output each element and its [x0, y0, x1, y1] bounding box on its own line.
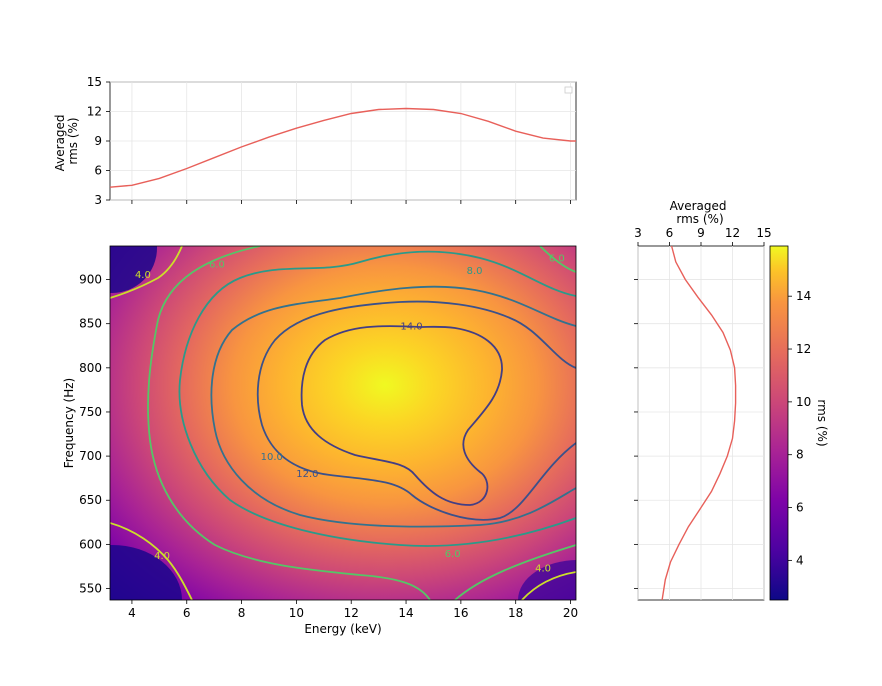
colorbar-label: rms (%) [815, 399, 829, 446]
main-x-tick-label: 20 [563, 606, 578, 620]
main-x-tick-label: 18 [508, 606, 523, 620]
main-x-tick-label: 8 [238, 606, 246, 620]
contour-label: 4.0 [135, 270, 151, 281]
contour-6-left [147, 246, 431, 600]
main-ylabel: Frequency (Hz) [62, 378, 76, 469]
right-x-tick-label: 12 [725, 226, 740, 240]
contour-4-bottom-left [110, 522, 193, 600]
colorbar-tick-label: 12 [796, 342, 811, 356]
main-x-tick-label: 14 [398, 606, 413, 620]
top-y-tick-label: 6 [94, 164, 102, 178]
heatmap: 4.0 6.0 8.0 6.0 14.0 10.0 12.0 4.0 6.0 4.0 [110, 246, 576, 600]
contour-label: 4.0 [535, 563, 551, 574]
contour-label: 6.0 [445, 549, 461, 560]
main-y-tick-label: 600 [79, 537, 102, 551]
main-axes-frame [109, 245, 577, 601]
colorbar-ticks: 4 6 8 10 12 14 [788, 289, 811, 567]
contour-label: 12.0 [296, 469, 318, 480]
main-y-tick-label: 900 [79, 273, 102, 287]
main-y-tick-label: 700 [79, 449, 102, 463]
contour-8 [178, 250, 576, 547]
top-ylabel: Averaged rms (%) [53, 111, 80, 172]
contour-4-bottom-right [521, 571, 576, 600]
main-x-tick-label: 16 [453, 606, 468, 620]
colorbar-tick-label: 14 [796, 289, 811, 303]
contour-10 [210, 285, 576, 528]
main-y-tick-label: 800 [79, 361, 102, 375]
main-x-ticks: 4 6 8 10 12 14 16 18 20 [128, 600, 578, 620]
colorbar-tick-label: 6 [796, 501, 804, 515]
right-x-tick-label: 9 [697, 226, 705, 240]
contour-label: 8.0 [467, 266, 483, 277]
heatmap-corner-tl [110, 246, 157, 293]
heatmap-corner-bl [110, 545, 182, 600]
contour-6-top-right [539, 246, 576, 273]
main-panel: 4.0 6.0 8.0 6.0 14.0 10.0 12.0 4.0 6.0 4.0 4 6 8 10 1… [62, 245, 578, 636]
right-grid [637, 246, 765, 600]
main-y-tick-label: 850 [79, 317, 102, 331]
main-y-tick-label: 750 [79, 405, 102, 419]
main-xlabel: Energy (keV) [304, 622, 381, 636]
right-xlabel: Averaged rms (%) [670, 199, 731, 226]
top-y-tick-label: 15 [87, 75, 102, 89]
top-panel: 3 6 9 12 15 Averaged rms (%) [53, 75, 577, 207]
legend-box [564, 86, 573, 94]
contour-labels: 4.0 6.0 8.0 6.0 14.0 10.0 12.0 4.0 6.0 4.0 [135, 253, 565, 574]
colorbar-tick-label: 4 [796, 553, 804, 567]
contour-label: 10.0 [261, 452, 283, 463]
main-y-ticks: 550 600 650 700 750 800 850 900 [79, 273, 110, 596]
top-y-tick-label: 12 [87, 105, 102, 119]
right-panel: 3 6 9 12 15 Averaged rms (%) [634, 199, 772, 601]
contour-label: 6.0 [209, 260, 225, 271]
main-y-tick-label: 550 [79, 582, 102, 596]
contour-14 [300, 325, 503, 506]
right-x-tick-label: 3 [634, 226, 642, 240]
contour-6-bottom-right [454, 544, 576, 600]
right-x-tick-label: 15 [756, 226, 771, 240]
contour-label: 4.0 [154, 551, 170, 562]
right-x-ticks: 3 6 9 12 15 [634, 226, 772, 246]
contour-label: 14.0 [400, 321, 422, 332]
top-y-tick-label: 3 [94, 193, 102, 207]
main-x-tick-label: 6 [183, 606, 191, 620]
top-rms-line [109, 107, 576, 188]
right-rms-line [661, 245, 737, 601]
colorbar: 4 6 8 10 12 14 rms (%) [769, 245, 829, 601]
heatmap-field [110, 246, 576, 600]
main-x-tick-label: 12 [344, 606, 359, 620]
top-x-ticks [131, 200, 571, 204]
top-y-tick-label: 9 [94, 134, 102, 148]
right-x-tick-label: 6 [666, 226, 674, 240]
contour-12 [256, 300, 576, 521]
top-grid [110, 81, 576, 201]
colorbar-tick-label: 8 [796, 448, 804, 462]
contour-label: 6.0 [549, 253, 565, 264]
colorbar-tick-label: 10 [796, 395, 811, 409]
top-y-ticks: 3 6 9 12 15 [87, 75, 110, 207]
colorbar-gradient [769, 245, 789, 601]
contour-4-top-left [110, 246, 183, 299]
right-y-ticks [634, 279, 638, 589]
main-x-tick-label: 4 [128, 606, 136, 620]
main-x-tick-label: 10 [289, 606, 304, 620]
main-y-tick-label: 650 [79, 493, 102, 507]
